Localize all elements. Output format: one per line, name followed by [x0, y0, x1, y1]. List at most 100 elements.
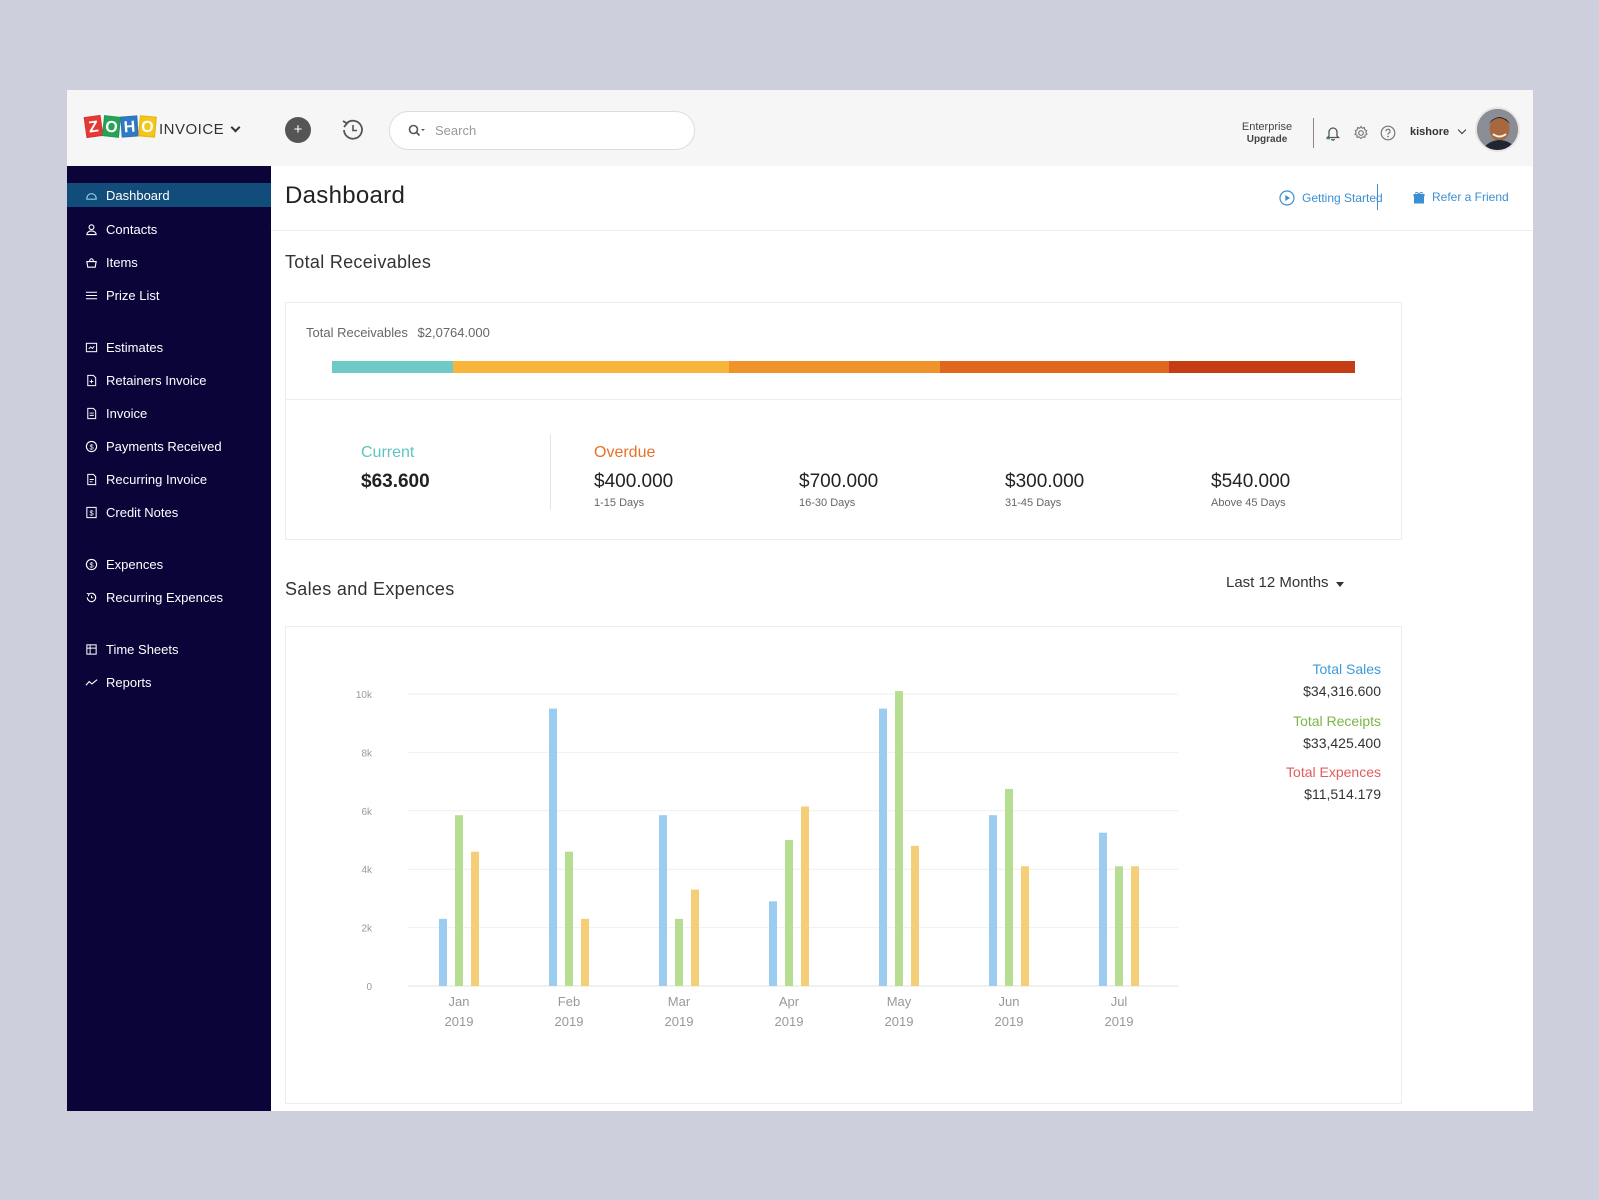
x-tick-year: 2019 — [1105, 1014, 1134, 1029]
product-name: INVOICE — [159, 121, 225, 138]
date-range-dropdown[interactable]: Last 12 Months — [1226, 574, 1344, 591]
sidebar-item-recurring-invoice[interactable]: Recurring Invoice — [67, 467, 271, 491]
sidebar-item-label: Reports — [106, 674, 152, 690]
sidebar-item-label: Payments Received — [106, 438, 222, 454]
sales-bar-chart: 0 2k 4k 6k 8k 10k Jan 2019 Feb 2019 Mar 2019 Apr 2019… — [356, 690, 1178, 1029]
receivables-bar-segment — [940, 361, 1169, 373]
invoice-icon — [84, 406, 98, 420]
sidebar-item-credit-notes[interactable]: $ Credit Notes — [67, 500, 271, 524]
sidebar-item-recurring-expences[interactable]: Recurring Expences — [67, 585, 271, 609]
chart-bar — [989, 815, 997, 986]
x-tick-label: Jun — [999, 994, 1020, 1009]
chart-bar — [565, 851, 573, 986]
overdue-range: 16-30 Days — [799, 497, 856, 509]
sidebar-item-dashboard[interactable]: Dashboard — [67, 183, 271, 207]
overdue-label: Overdue — [594, 444, 656, 461]
sales-title: Sales and Expences — [285, 579, 455, 599]
dashboard-icon — [84, 188, 98, 202]
sidebar-item-contacts[interactable]: Contacts — [67, 217, 271, 241]
receivables-title: Total Receivables — [285, 252, 432, 272]
sidebar-item-label: Invoice — [106, 405, 148, 421]
sidebar-item-label: Time Sheets — [106, 641, 179, 657]
x-tick-label: Jan — [449, 994, 470, 1009]
upgrade-link[interactable]: Upgrade — [1246, 134, 1288, 145]
divider — [1377, 184, 1378, 210]
y-tick-label: 0 — [366, 982, 372, 993]
receivables-summary: Total Receivables $2,0764.000 — [306, 325, 490, 340]
current-value: $63.600 — [361, 471, 430, 492]
play-icon — [1279, 190, 1295, 206]
sidebar-item-reports[interactable]: Reports — [67, 670, 271, 694]
x-tick-year: 2019 — [775, 1014, 804, 1029]
chart-bar — [1115, 866, 1123, 986]
overdue-range: 1-15 Days — [594, 497, 645, 509]
sidebar-item-time-sheets[interactable]: Time Sheets — [67, 637, 271, 661]
zoho-logo[interactable]: Z O H O — [83, 114, 157, 139]
chart-bar — [785, 840, 793, 986]
chart-bar — [801, 806, 809, 986]
chart-bar — [895, 691, 903, 986]
x-tick-year: 2019 — [885, 1014, 914, 1029]
chart-bar — [471, 851, 479, 986]
sidebar-item-payments-received[interactable]: $ Payments Received — [67, 434, 271, 458]
plan-info[interactable]: Enterprise Upgrade — [1232, 121, 1302, 145]
x-tick-year: 2019 — [665, 1014, 694, 1029]
avatar-portrait — [1477, 109, 1518, 150]
receivables-bar-segment — [332, 361, 453, 373]
search-icon — [408, 124, 425, 137]
chart-bar — [691, 889, 699, 986]
x-tick-label: Feb — [558, 994, 580, 1009]
sidebar-item-label: Estimates — [106, 339, 164, 355]
recent-history-icon[interactable] — [339, 116, 367, 144]
product-switcher[interactable]: INVOICE — [159, 121, 241, 138]
help-icon[interactable] — [1380, 125, 1396, 141]
app-window: Z O H O INVOICE + Enterprise Upgrade — [67, 90, 1533, 1111]
receivables-bar-segment — [729, 361, 940, 373]
sidebar-item-label: Items — [106, 254, 138, 270]
date-range-value: Last 12 Months — [1226, 574, 1329, 591]
chart-bar — [911, 845, 919, 986]
sidebar-item-label: Expences — [106, 556, 164, 572]
chart-bar — [1131, 866, 1139, 986]
receivables-label: Total Receivables — [306, 325, 408, 340]
receivables-bar — [332, 361, 1355, 373]
refer-friend-label: Refer a Friend — [1432, 190, 1509, 204]
search-input[interactable] — [435, 112, 685, 149]
refer-friend-link[interactable]: Refer a Friend — [1413, 190, 1509, 204]
header-divider — [271, 230, 1533, 231]
search-box[interactable] — [389, 111, 695, 150]
chart-bar — [455, 815, 463, 986]
logo-letter: O — [101, 115, 122, 138]
sidebar-item-items[interactable]: Items — [67, 250, 271, 274]
user-menu[interactable]: kishore — [1410, 125, 1467, 138]
logo-letter: O — [138, 115, 157, 138]
items-icon — [84, 255, 98, 269]
recurring-invoice-icon — [84, 472, 98, 486]
sidebar-item-retainers-invoice[interactable]: Retainers Invoice — [67, 368, 271, 392]
sidebar-item-estimates[interactable]: Estimates — [67, 335, 271, 359]
overdue-value: $300.000 — [1005, 471, 1085, 492]
y-tick-label: 8k — [361, 748, 373, 759]
credit-notes-icon: $ — [84, 505, 98, 519]
gear-icon[interactable] — [1353, 125, 1369, 141]
legend-value: $11,514.179 — [1304, 786, 1381, 802]
bell-icon[interactable] — [1325, 125, 1341, 141]
chart-bar — [675, 918, 683, 986]
chart-bar — [659, 815, 667, 986]
sidebar-item-prize-list[interactable]: Prize List — [67, 283, 271, 307]
getting-started-link[interactable]: Getting Started — [1279, 190, 1383, 206]
chart-bar — [439, 918, 447, 986]
sidebar-item-invoice[interactable]: Invoice — [67, 401, 271, 425]
legend-expences: Total Expences $11,514.179 — [1286, 764, 1381, 802]
legend-label: Total Receipts — [1293, 713, 1381, 729]
avatar[interactable] — [1475, 107, 1520, 152]
quick-create-button[interactable]: + — [285, 117, 311, 143]
overdue-value: $400.000 — [594, 471, 674, 492]
y-tick-label: 6k — [361, 807, 373, 818]
plan-name: Enterprise — [1241, 121, 1293, 133]
chart-bar — [581, 918, 589, 986]
overdue-range: Above 45 Days — [1211, 497, 1286, 509]
svg-text:$: $ — [89, 560, 93, 569]
overdue-value: $700.000 — [799, 471, 879, 492]
sidebar-item-expences[interactable]: $ Expences — [67, 552, 271, 576]
